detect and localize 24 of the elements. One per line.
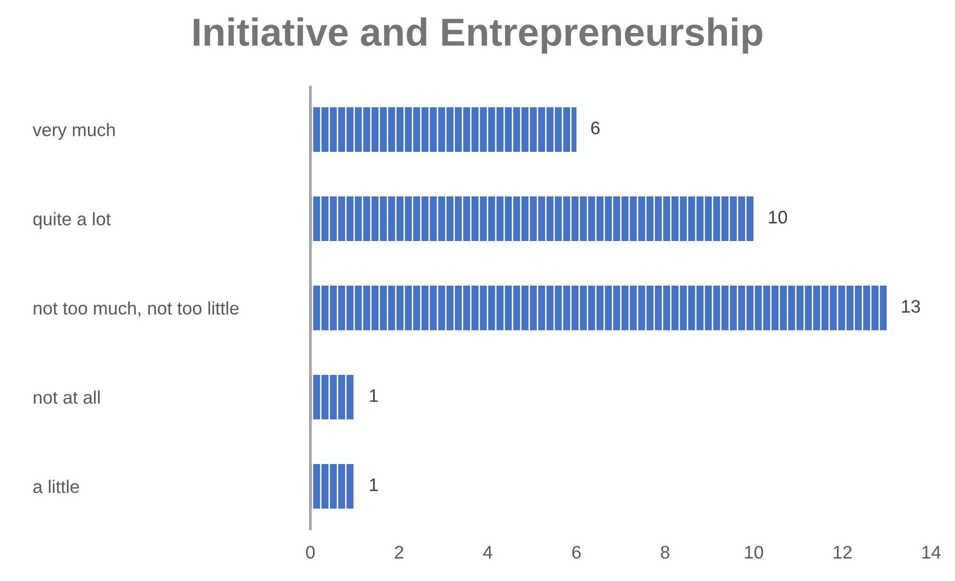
y-tick-label: a little xyxy=(33,480,79,494)
bar xyxy=(310,464,355,509)
x-tick-label: 8 xyxy=(660,546,670,559)
y-tick-label: not at all xyxy=(34,390,100,404)
bar xyxy=(310,196,754,242)
x-tick-label: 2 xyxy=(394,546,404,558)
x-tick-label: 14 xyxy=(922,546,941,558)
data-label: 13 xyxy=(902,300,920,313)
chart-title: Initiative and Entrepreneurship xyxy=(194,17,762,54)
x-tick-label: 12 xyxy=(834,546,852,558)
x-tick-label: 0 xyxy=(306,546,315,559)
y-tick-label: very much xyxy=(32,122,115,140)
data-label: 10 xyxy=(769,210,788,224)
bar xyxy=(310,107,576,152)
y-tick-label: not too much, not too little xyxy=(34,301,239,317)
x-tick-label: 4 xyxy=(483,546,492,558)
bar xyxy=(310,374,355,420)
data-label: 1 xyxy=(370,389,378,402)
data-label: 6 xyxy=(591,122,600,134)
x-tick-label: 10 xyxy=(745,546,764,559)
x-tick-label: 6 xyxy=(572,546,581,559)
y-tick-label: quite a lot xyxy=(33,212,111,230)
bar xyxy=(310,286,887,330)
data-label: 1 xyxy=(370,478,378,492)
